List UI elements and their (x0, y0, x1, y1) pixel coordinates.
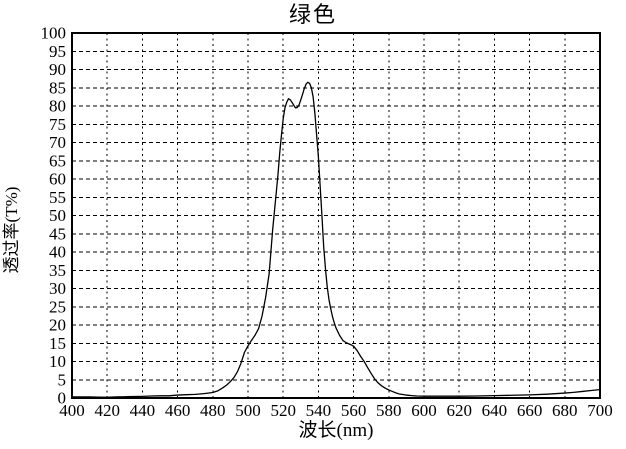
y-tick-label: 5 (58, 370, 67, 389)
x-tick-label: 440 (130, 401, 156, 420)
y-tick-label: 60 (49, 170, 66, 189)
y-tick-label: 40 (49, 243, 66, 262)
x-tick-label: 700 (587, 401, 613, 420)
chart-title: 绿色 (288, 2, 337, 27)
x-tick-label: 420 (94, 401, 120, 420)
y-tick-label: 75 (49, 115, 66, 134)
y-tick-label: 80 (49, 97, 66, 116)
y-tick-label: 20 (49, 316, 66, 335)
x-tick-label: 480 (200, 401, 226, 420)
y-tick-label: 70 (49, 133, 66, 152)
plot-frame (71, 32, 601, 399)
x-tick-label: 560 (341, 401, 367, 420)
x-tick-label: 500 (235, 401, 261, 420)
x-tick-label: 680 (552, 401, 578, 420)
x-tick-label: 460 (165, 401, 191, 420)
spectral-curve (71, 81, 601, 398)
y-tick-label: 45 (49, 224, 66, 243)
x-tick-label: 640 (482, 401, 508, 420)
x-tick-label: 660 (517, 401, 543, 420)
x-tick-label: 600 (411, 401, 437, 420)
y-tick-label: 95 (49, 42, 66, 61)
y-tick-label: 90 (49, 60, 66, 79)
y-tick-label: 15 (49, 334, 66, 353)
y-tick-label: 55 (49, 188, 66, 207)
x-tick-label: 620 (446, 401, 472, 420)
y-tick-label: 100 (41, 24, 67, 43)
y-tick-label: 0 (58, 389, 67, 408)
y-tick-label: 25 (49, 297, 66, 316)
x-tick-label: 400 (59, 401, 85, 420)
x-tick-label: 540 (306, 401, 332, 420)
x-tick-label: 520 (270, 401, 296, 420)
y-tick-label: 35 (49, 261, 66, 280)
y-tick-label: 50 (49, 206, 66, 225)
x-tick-label: 580 (376, 401, 402, 420)
y-tick-label: 30 (49, 279, 66, 298)
y-tick-label: 85 (49, 78, 66, 97)
y-axis-title: 透过率(T%) (2, 186, 21, 274)
y-tick-label: 10 (49, 352, 66, 371)
y-tick-label: 65 (49, 151, 66, 170)
x-axis-title: 波长(nm) (298, 420, 374, 441)
